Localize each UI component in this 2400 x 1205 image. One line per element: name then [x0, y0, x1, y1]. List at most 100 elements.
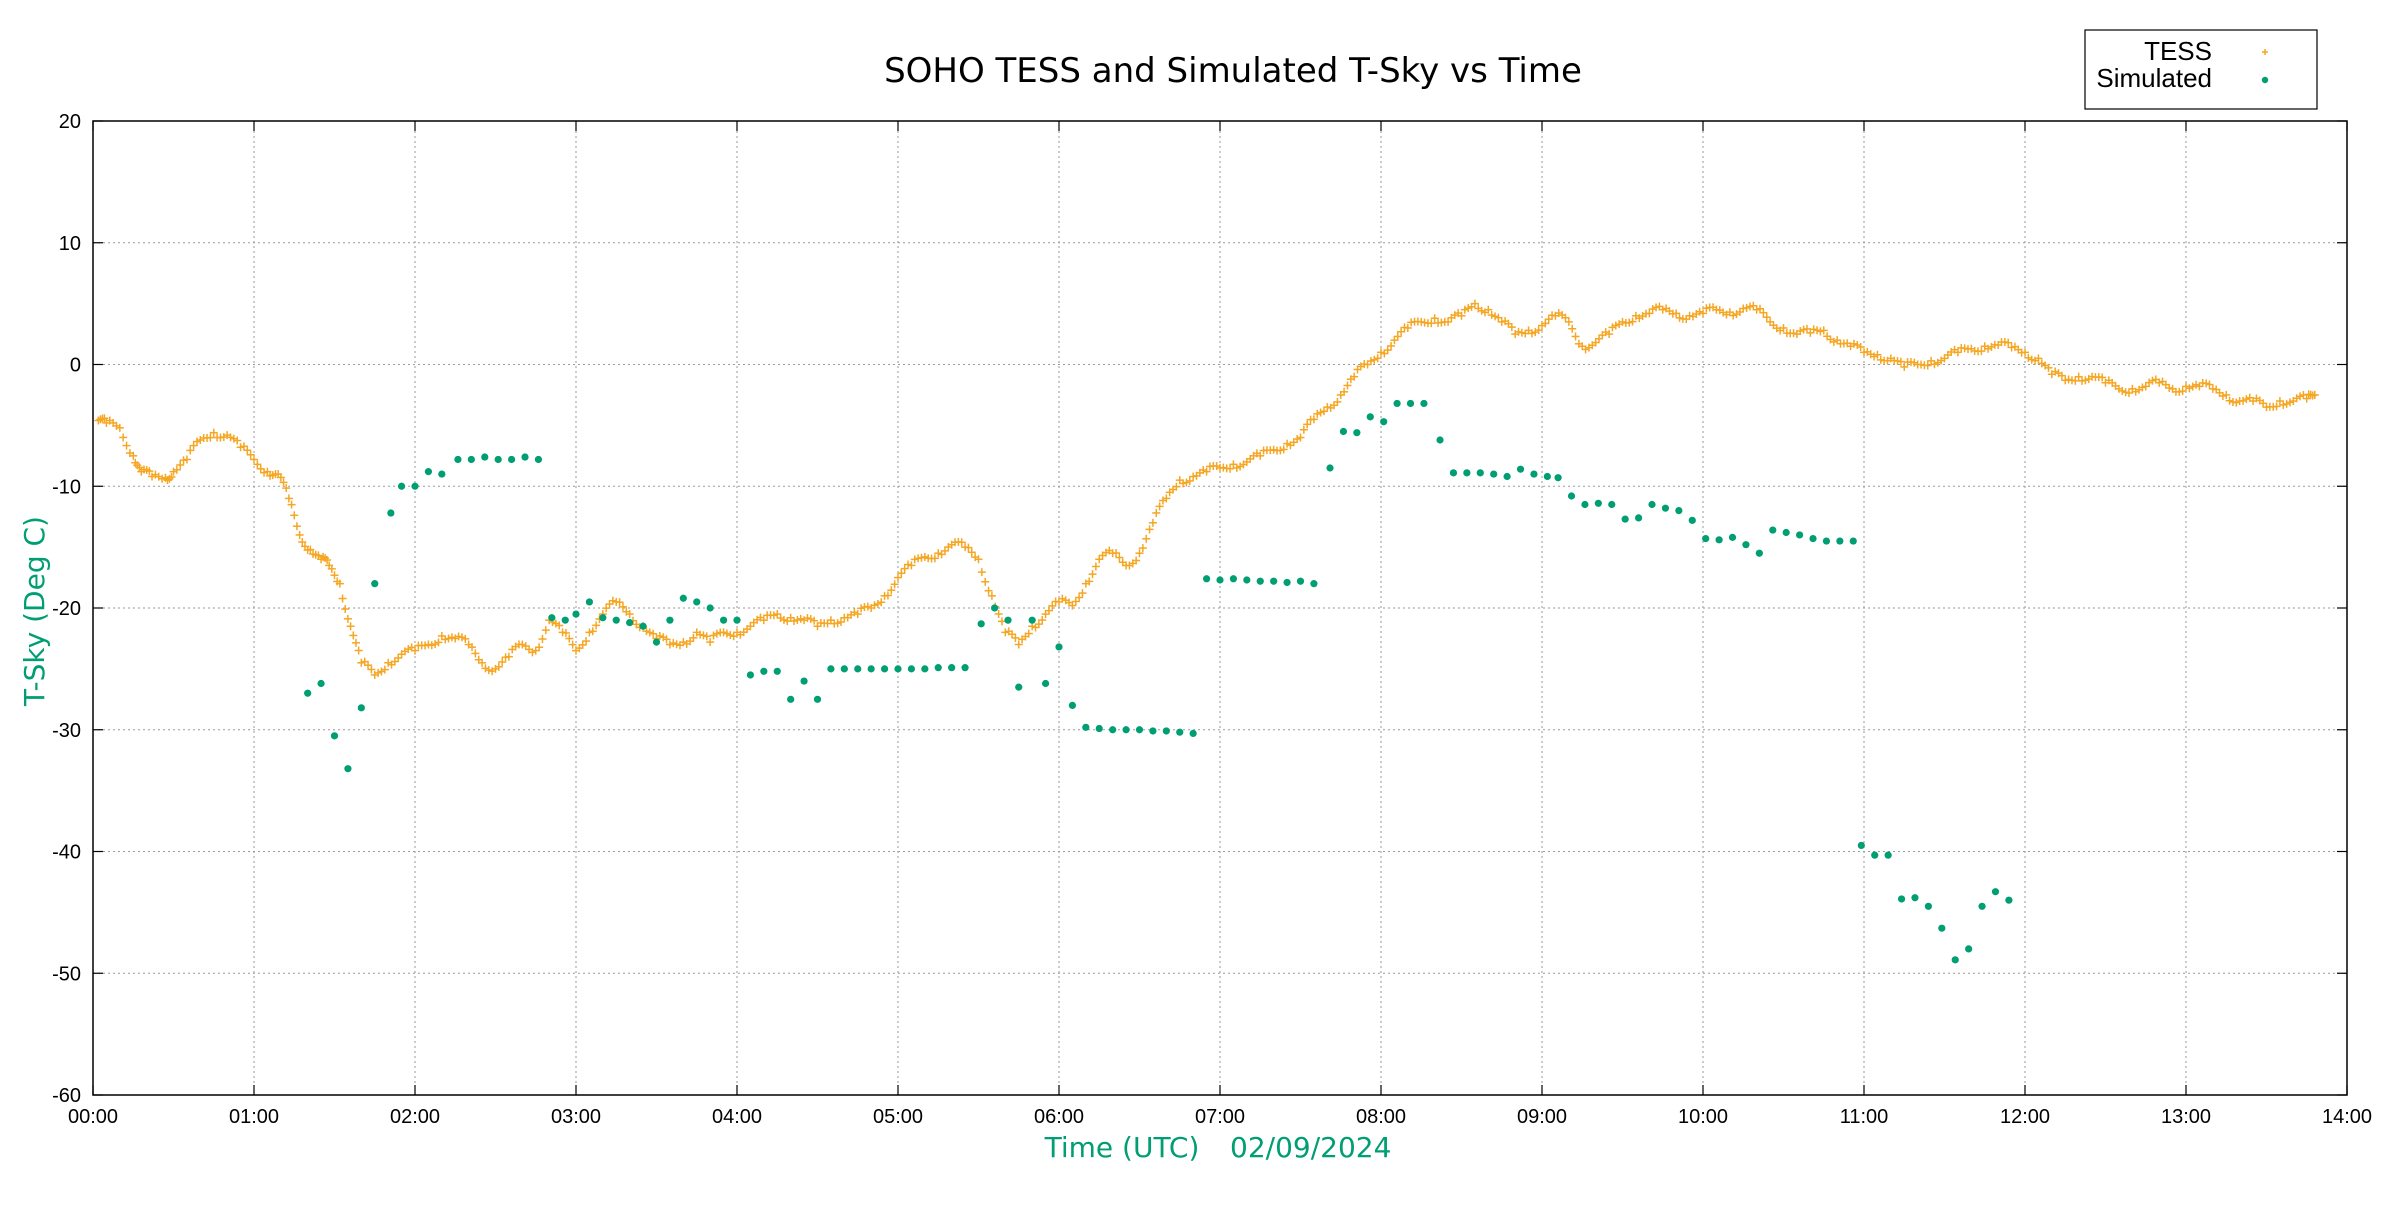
tess-point	[1628, 317, 1637, 326]
simulated-point	[534, 455, 543, 464]
tess-point	[206, 433, 215, 442]
tess-point	[1856, 342, 1865, 351]
tess-point	[1085, 577, 1094, 586]
tess-point	[1226, 464, 1235, 473]
y-tick-label: -20	[52, 598, 81, 620]
tess-point	[1873, 350, 1882, 359]
simulated-point	[1229, 575, 1238, 583]
y-axis-label: T-Sky (Deg C)	[18, 516, 51, 707]
tess-point	[1309, 415, 1318, 424]
tess-point	[494, 662, 503, 671]
simulated-point	[1406, 399, 1415, 408]
simulated-point	[599, 614, 607, 622]
x-tick-label: 07:00	[1195, 1106, 1245, 1128]
tess-point	[2021, 348, 2029, 357]
tess-point	[1397, 327, 1406, 336]
tess-point	[538, 635, 547, 644]
tess-point	[284, 494, 293, 503]
x-axis-label: Time (UTC)	[1044, 1131, 1200, 1164]
tess-point	[292, 522, 301, 531]
x-tick-label: 04:00	[712, 1106, 762, 1128]
tess-point	[810, 616, 819, 625]
tess-point	[1172, 482, 1181, 491]
legend-label-tess: TESS	[2144, 36, 2212, 66]
simulated-point	[1809, 535, 1817, 543]
simulated-point	[1189, 729, 1197, 738]
tess-point	[1699, 309, 1707, 318]
simulated-point	[1581, 500, 1589, 509]
tess-point	[2004, 338, 2013, 347]
tess-point	[1484, 305, 1493, 314]
simulated-point	[1849, 537, 1857, 545]
simulated-point	[1621, 515, 1629, 523]
x-tick-label: 10:00	[1678, 1106, 1728, 1128]
tess-point	[1202, 467, 1211, 476]
simulated-point	[977, 620, 985, 628]
simulated-point	[1635, 514, 1643, 522]
tess-point	[1403, 323, 1412, 332]
tess-point	[100, 414, 109, 423]
tess-point	[702, 632, 711, 641]
tess-point	[243, 446, 252, 455]
simulated-point	[1353, 429, 1361, 437]
tess-point	[1759, 308, 1768, 317]
simulated-point	[1782, 528, 1790, 537]
tess-point	[974, 555, 983, 564]
simulated-point	[693, 598, 701, 606]
tess-point	[1340, 387, 1349, 396]
simulated-point	[1530, 470, 1538, 478]
tess-point	[1444, 317, 1453, 326]
simulated-point	[1924, 902, 1932, 910]
x-tick-label: 02:00	[390, 1106, 440, 1128]
tess-point	[1645, 309, 1654, 318]
tess-point	[122, 441, 131, 450]
ticks: 00:00 01:00 02:00 03:00 04:00 05:00 06:00 07:00…	[52, 111, 2372, 1128]
tess-point	[246, 450, 255, 459]
x-tick-label: 05:00	[873, 1106, 923, 1128]
simulated-point	[1938, 924, 1946, 932]
tess-point	[380, 665, 389, 674]
tess-point	[1303, 420, 1312, 429]
tess-point	[1145, 525, 1154, 534]
tess-point	[964, 543, 973, 552]
y-tick-label: -30	[52, 720, 81, 742]
simulated-point	[1476, 469, 1484, 477]
simulated-point	[1015, 683, 1023, 691]
x-tick-label: 14:00	[2322, 1106, 2372, 1128]
tess-point	[759, 616, 768, 625]
simulated-point	[1728, 533, 1737, 541]
tess-point	[2044, 363, 2053, 372]
simulated-point	[467, 455, 475, 464]
tess-point	[1011, 633, 1020, 642]
tess-point	[994, 609, 1003, 618]
tess-point	[167, 473, 176, 482]
tess-point	[327, 564, 336, 573]
tess-point	[263, 467, 272, 476]
tess-point	[1470, 299, 1479, 308]
tess-point	[253, 460, 262, 469]
tess-point	[1068, 601, 1077, 610]
simulated-point	[1608, 500, 1616, 509]
tess-point	[588, 627, 597, 636]
simulated-point	[706, 604, 714, 612]
simulated-point	[1702, 535, 1710, 543]
simulated-point	[1951, 956, 1959, 964]
tess-point	[1112, 549, 1121, 558]
simulated-point	[1366, 413, 1374, 421]
tess-point	[461, 634, 470, 643]
tess-point	[186, 446, 195, 455]
tess-point	[615, 598, 624, 607]
tess-point	[1148, 518, 1157, 527]
tess-point	[2272, 402, 2281, 411]
tess-point	[1393, 332, 1402, 341]
simulated-point	[1202, 575, 1211, 583]
simulated-point	[1755, 549, 1763, 557]
tess-point	[984, 586, 993, 595]
simulated-point	[411, 482, 419, 490]
simulated-point	[424, 468, 433, 476]
simulated-point	[652, 638, 661, 646]
tess-point	[1152, 508, 1161, 517]
simulated-point	[1004, 616, 1012, 624]
x-tick-label: 11:00	[1840, 1106, 1889, 1128]
